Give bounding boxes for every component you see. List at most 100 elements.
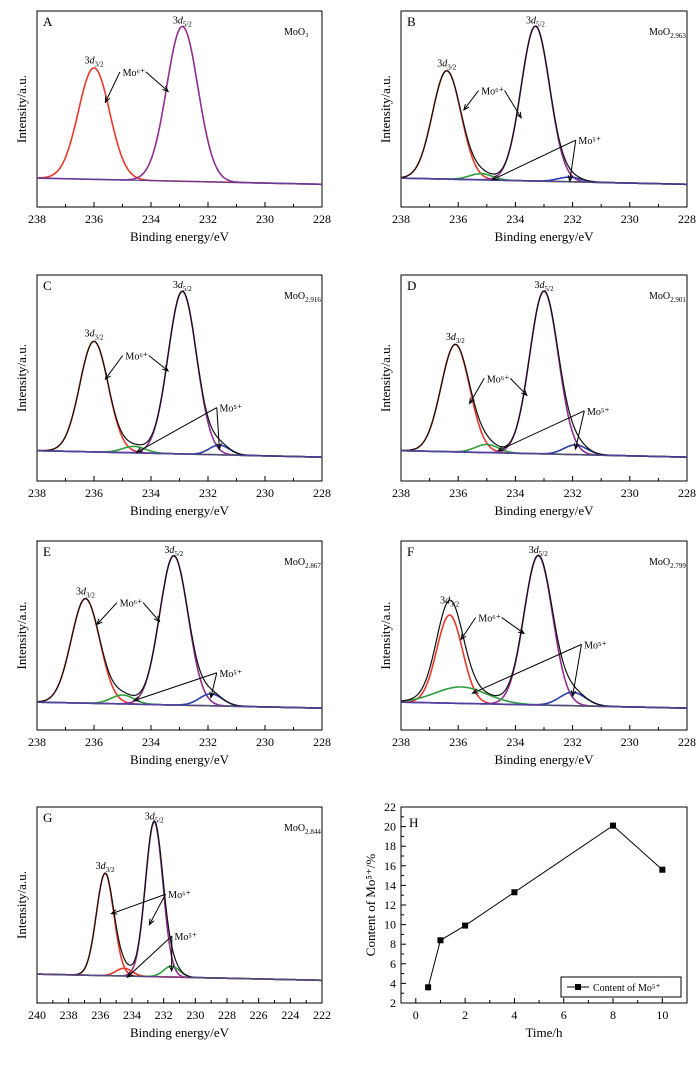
arrow-head [460, 633, 467, 641]
x-tick-label: 224 [281, 1008, 299, 1022]
x-tick-label: 2 [462, 1008, 468, 1022]
sample-name: MoO₃ [284, 27, 309, 38]
arrow-line [501, 617, 525, 634]
legend-box [560, 976, 682, 998]
xps-panel-e: 238 236 234 232 230 228 Binding energy/eV Inten… [14, 540, 331, 767]
arrow-head [148, 918, 155, 926]
sample-name: MoO2.799 [649, 557, 686, 570]
x-tick-label: 234 [506, 486, 524, 500]
x-tick-label: 222 [313, 1008, 331, 1022]
arrow-head [153, 615, 161, 623]
arrow-head [104, 96, 111, 104]
arrow-head [132, 696, 140, 702]
arrow-head [567, 175, 574, 183]
y-axis-label: Intensity/a.u. [378, 75, 393, 143]
arrow-line [574, 410, 585, 450]
arrow-line [142, 602, 160, 622]
arrow-head [168, 965, 175, 973]
data-point [610, 822, 617, 829]
x-tick-label: 230 [621, 212, 639, 226]
x-tick-label: 238 [392, 212, 410, 226]
panel-label: H [409, 815, 418, 830]
x-axis-label: Binding energy/eV [494, 503, 594, 518]
mo5-label: Mo⁵⁺ [219, 669, 242, 680]
y-tick-label: 2 [390, 996, 396, 1010]
x-tick-label: 232 [199, 486, 217, 500]
panel-label: A [43, 14, 53, 29]
x-tick-label: 234 [123, 1008, 141, 1022]
arrow-line [104, 71, 121, 103]
arrow-line [210, 672, 218, 698]
arrow-head [518, 628, 526, 635]
panel-label: D [407, 278, 416, 293]
x-tick-label: 228 [218, 1008, 236, 1022]
x-tick-label: 232 [155, 1008, 173, 1022]
sample-name: MoO2.916 [284, 291, 321, 304]
x-tick-label: 236 [91, 1008, 109, 1022]
panel-label: E [43, 544, 51, 559]
x-tick-label: 228 [313, 212, 331, 226]
peak-label: 3d3/2 [76, 587, 95, 600]
background-line [36, 450, 322, 458]
x-tick-label: 234 [142, 735, 160, 749]
y-tick-label: 18 [384, 839, 396, 853]
arrow-head [521, 389, 528, 397]
background-line [37, 177, 322, 185]
peak-label: 3d3/2 [85, 329, 104, 342]
x-axis-label: Binding energy/eV [494, 229, 594, 244]
arrow-head [573, 443, 580, 451]
x-tick-label: 228 [678, 735, 696, 749]
y-tick-label: 16 [384, 859, 396, 873]
x-tick-label: 230 [186, 1008, 204, 1022]
peak-curve [400, 554, 687, 709]
y-axis-label: Intensity/a.u. [378, 344, 393, 412]
x-tick-label: 228 [313, 735, 331, 749]
mo5-label: Mo⁶⁺ [120, 599, 143, 610]
x-tick-label: 230 [256, 212, 274, 226]
plot-frame [400, 10, 688, 208]
x-axis-label: Binding energy/eV [130, 1025, 230, 1040]
x-tick-label: 238 [28, 212, 46, 226]
x-tick-label: 8 [610, 1008, 616, 1022]
y-tick-label: 12 [384, 898, 396, 912]
peak-label: 3d3/2 [446, 332, 465, 345]
background-line [400, 450, 687, 458]
x-tick-label: 238 [60, 1008, 78, 1022]
x-tick-label: 232 [199, 735, 217, 749]
x-tick-label: 10 [656, 1008, 668, 1022]
sample-name: MoO2.844 [284, 823, 321, 836]
legend-marker [575, 984, 581, 990]
y-tick-label: 4 [390, 976, 396, 990]
x-axis-label: Binding energy/eV [130, 752, 230, 767]
arrow-head [570, 690, 577, 698]
arrow-line [148, 355, 169, 372]
y-axis-label: Intensity/a.u. [14, 871, 29, 939]
arrow-line [498, 410, 585, 452]
x-tick-label: 232 [564, 486, 582, 500]
background-line [36, 701, 322, 709]
x-tick-label: 234 [506, 212, 524, 226]
sample-name: MoO2.901 [649, 291, 686, 304]
background-line [401, 177, 687, 185]
peak-curve [36, 694, 322, 709]
mo5-label: Mo⁶⁺ [168, 890, 191, 901]
background-line [400, 701, 687, 709]
x-tick-label: 4 [511, 1008, 517, 1022]
x-tick-label: 236 [449, 212, 467, 226]
peak-curve [36, 692, 322, 709]
sample-name: MoO2.963 [649, 27, 686, 40]
y-axis-label: Intensity/a.u. [378, 602, 393, 670]
arrow-head [515, 111, 522, 119]
mo5-content-panel: 0 2 4 6 8 10 2 4 6 8 10 12 14 16 18 20 22 Time/h Content o… [363, 800, 688, 1040]
arrow-line [216, 407, 220, 450]
peak-curve [400, 443, 687, 458]
y-axis-label: Intensity/a.u. [14, 344, 29, 412]
x-tick-label: 228 [678, 486, 696, 500]
arrow-line [148, 894, 166, 925]
arrow-head [162, 365, 170, 372]
y-tick-label: 6 [390, 957, 396, 971]
xps-panel-d: 238 236 234 232 230 228 Binding energy/eV Inten… [378, 274, 696, 518]
x-axis-label: Binding energy/eV [130, 503, 230, 518]
y-tick-label: 14 [384, 878, 396, 892]
